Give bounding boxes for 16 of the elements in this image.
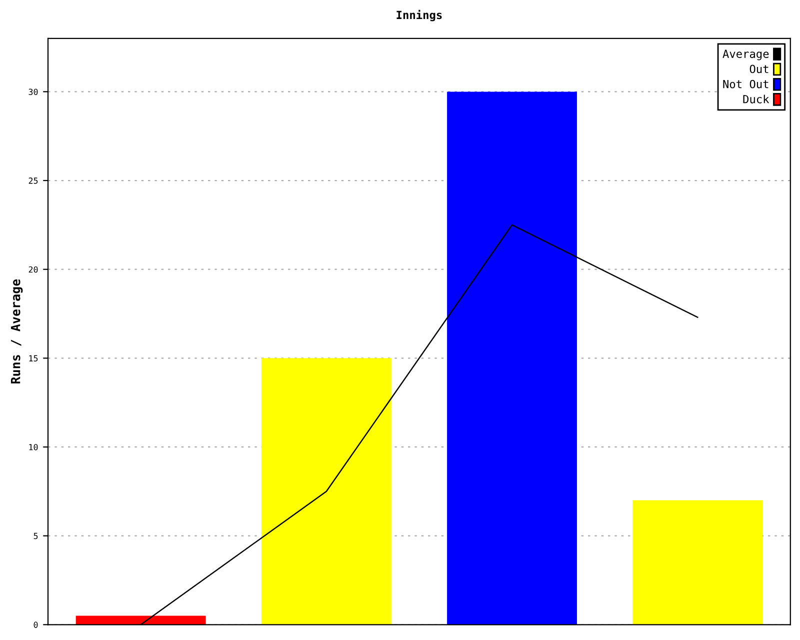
y-tick-label: 0 bbox=[34, 622, 38, 628]
y-tick-label: 25 bbox=[28, 178, 38, 184]
legend-label: Out bbox=[750, 64, 768, 74]
y-axis-title: Runs / Average bbox=[10, 279, 23, 384]
y-tick-label: 15 bbox=[29, 355, 38, 362]
bar bbox=[447, 92, 577, 625]
y-tick-label: 30 bbox=[28, 88, 38, 95]
y-tick-label: 20 bbox=[28, 266, 38, 273]
chart-title: Innings bbox=[396, 10, 442, 22]
legend-label: Not Out bbox=[723, 80, 768, 88]
bar bbox=[632, 500, 763, 625]
legend-label: Average bbox=[722, 50, 769, 60]
y-tick-label: 10 bbox=[29, 444, 38, 450]
legend-label: Duck bbox=[743, 94, 770, 104]
bar bbox=[261, 358, 392, 625]
y-tick-label: 5 bbox=[34, 532, 38, 540]
